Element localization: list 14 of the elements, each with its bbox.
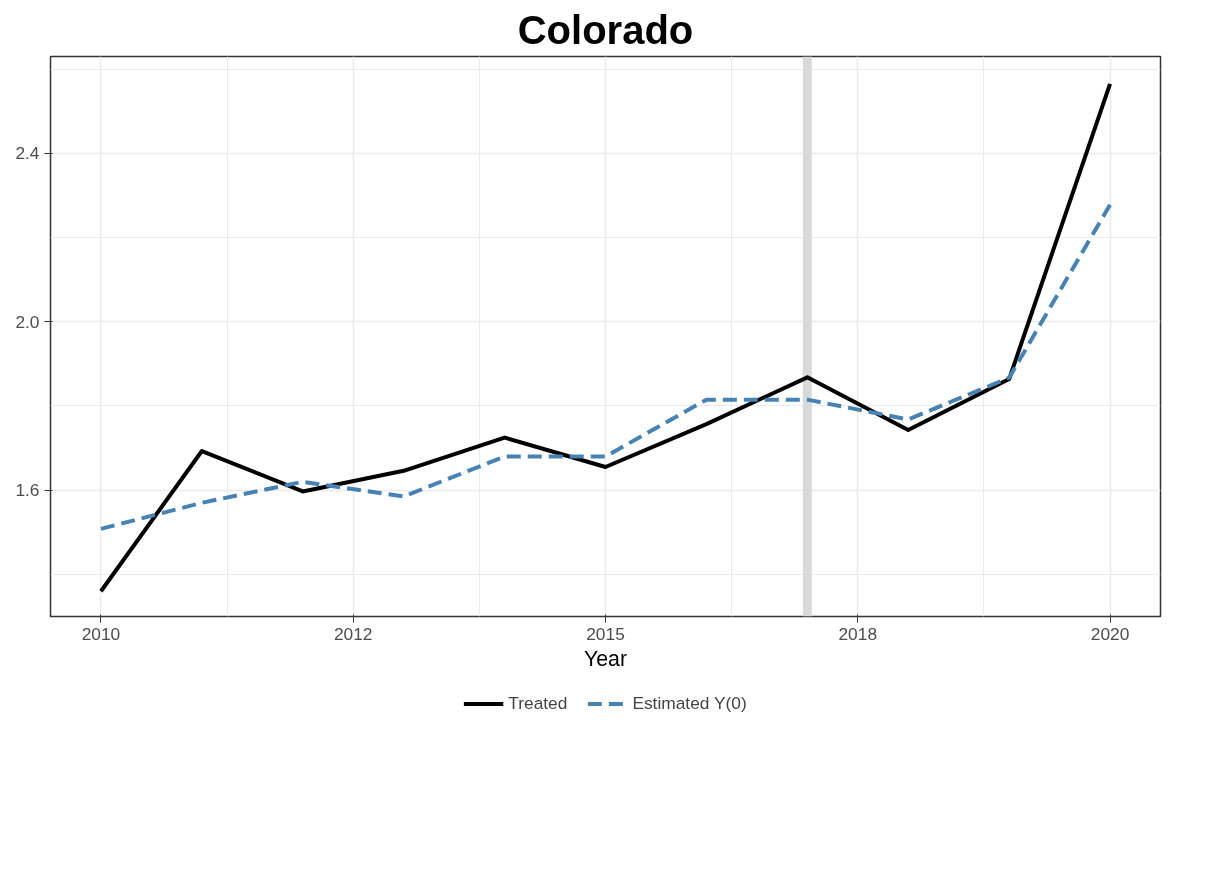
y-tick-label: 2.4 xyxy=(15,143,40,164)
x-tick-label: 2010 xyxy=(81,623,121,644)
x-tick-label: 2018 xyxy=(838,623,878,644)
legend-label: Estimated Y(0) xyxy=(632,692,747,714)
y-tick-label: 1.6 xyxy=(15,480,40,501)
line-series xyxy=(98,202,1113,531)
x-tick-label: 2015 xyxy=(586,623,625,644)
chart-title: Colorado xyxy=(517,7,694,52)
y-tick-label: 2.0 xyxy=(15,311,40,332)
x-axis-title: Year xyxy=(583,646,628,671)
x-tick-label: 2020 xyxy=(1090,623,1130,644)
x-tick-label: 2012 xyxy=(333,623,373,644)
line-series xyxy=(98,81,1113,594)
legend-label: Treated xyxy=(508,692,568,714)
